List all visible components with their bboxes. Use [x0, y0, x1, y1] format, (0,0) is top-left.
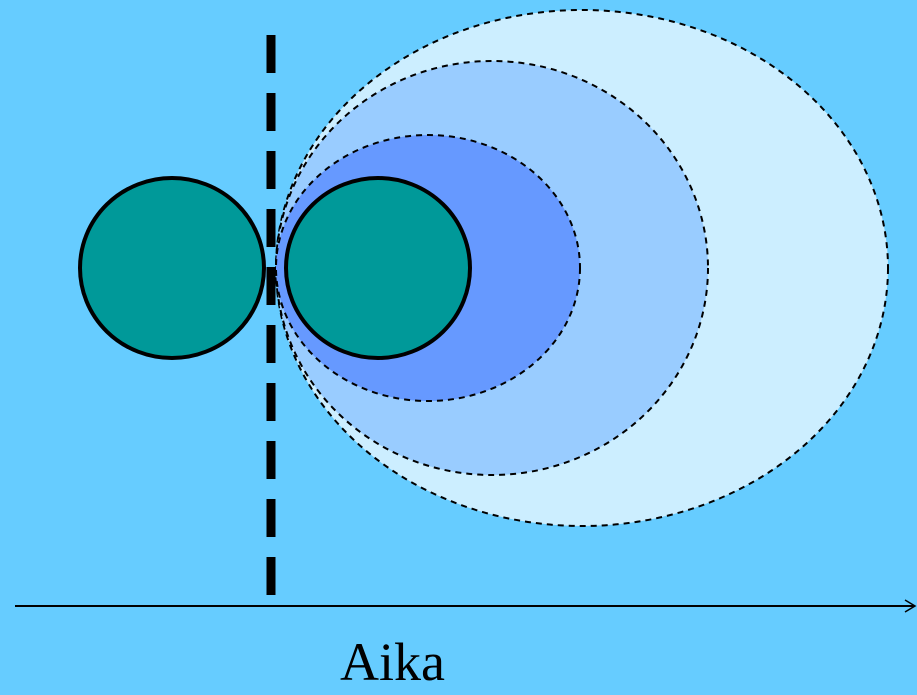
- time-axis-label: Aika: [340, 632, 445, 692]
- time-axis-arrowhead: [904, 599, 917, 613]
- right-body-circle: [284, 176, 472, 360]
- left-body-circle: [78, 176, 266, 360]
